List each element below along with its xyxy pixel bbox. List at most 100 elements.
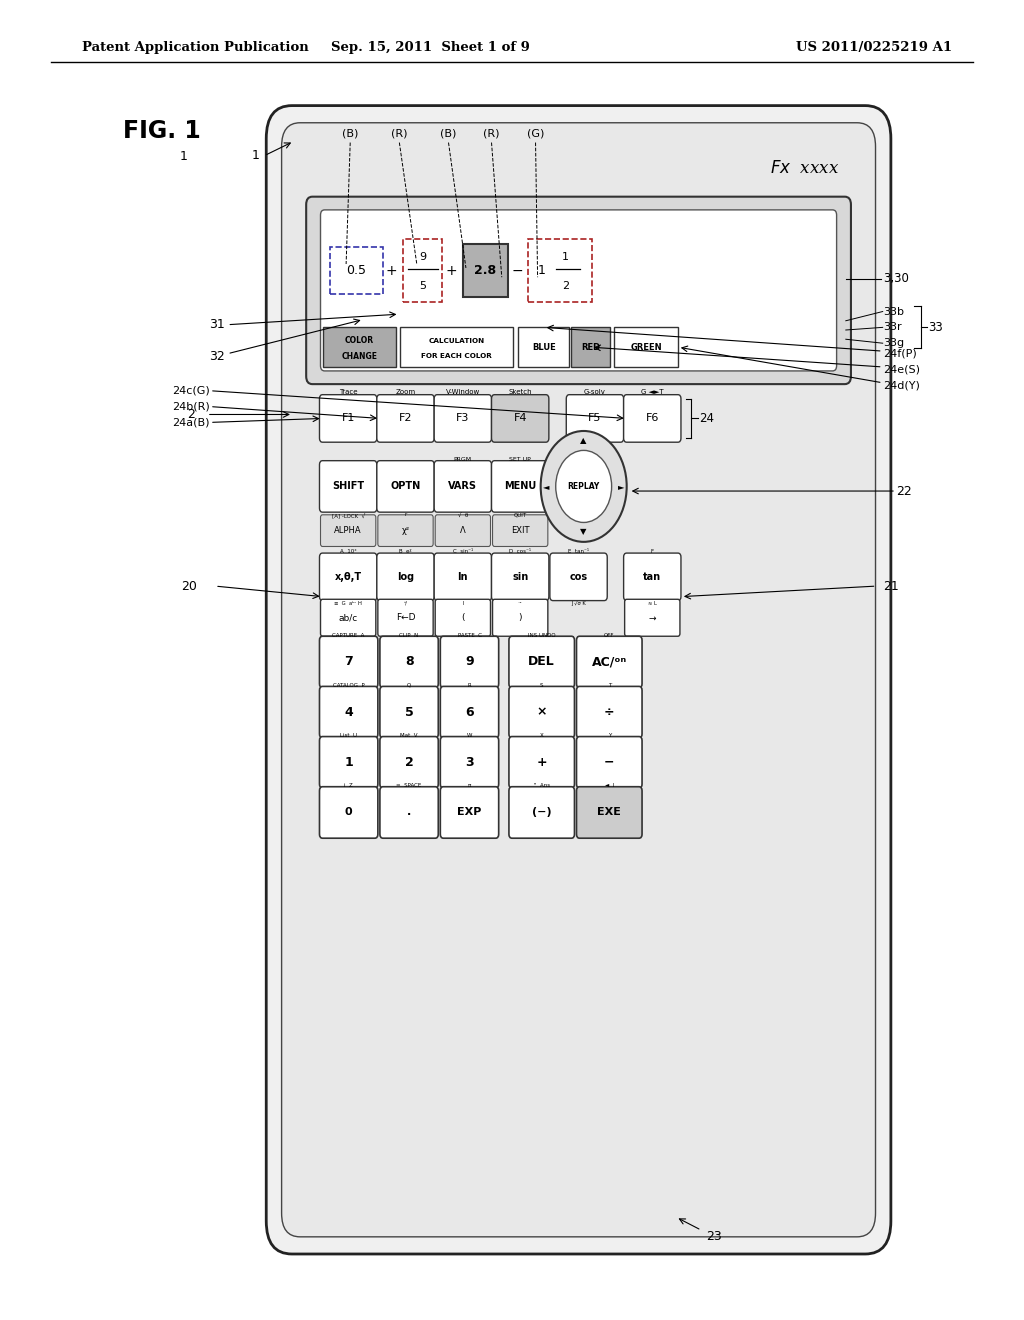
Text: 22: 22 [896,484,911,498]
Text: x,θ,T: x,θ,T [335,572,361,582]
Text: EXIT: EXIT [511,527,529,535]
Text: F: F [650,549,654,554]
Text: BLUE: BLUE [531,343,556,351]
Text: ⁻¹: ⁻¹ [518,601,522,606]
Text: 21: 21 [883,579,899,593]
Text: 33r: 33r [883,322,901,333]
Text: INS UNDO: INS UNDO [528,632,555,638]
Text: C  sin⁻¹: C sin⁻¹ [453,549,473,554]
Text: 5: 5 [404,706,414,718]
Text: 1: 1 [538,264,546,277]
Text: 32: 32 [209,350,225,363]
FancyBboxPatch shape [319,553,377,601]
Text: CATALOG  P: CATALOG P [333,682,365,688]
Text: 1: 1 [562,252,568,263]
Text: 31: 31 [209,318,225,331]
Text: 3: 3 [465,756,474,768]
Text: 3,30: 3,30 [883,272,908,285]
FancyBboxPatch shape [377,395,434,442]
Text: χ²: χ² [401,527,410,535]
FancyBboxPatch shape [380,686,438,738]
FancyBboxPatch shape [319,737,378,788]
Text: ▼: ▼ [581,527,587,536]
FancyBboxPatch shape [509,787,574,838]
Text: −: − [604,756,614,768]
Text: ab/c: ab/c [339,614,357,622]
FancyBboxPatch shape [577,787,642,838]
FancyBboxPatch shape [493,515,548,546]
Text: SHIFT: SHIFT [332,482,365,491]
Text: ◄  I: ◄ I [604,783,614,788]
Text: FIG. 1: FIG. 1 [123,119,201,143]
Bar [518,327,569,367]
Text: 24a(B): 24a(B) [172,417,210,428]
Text: (R): (R) [391,128,408,139]
Circle shape [556,450,611,523]
Text: F1: F1 [341,413,355,424]
FancyBboxPatch shape [509,636,574,688]
Text: 7: 7 [344,656,353,668]
FancyBboxPatch shape [378,599,433,636]
FancyBboxPatch shape [380,737,438,788]
Text: tan: tan [643,572,662,582]
Text: +: + [445,264,458,277]
Bar [403,239,442,302]
Text: PASTE  C: PASTE C [458,632,481,638]
Text: ³/: ³/ [403,601,408,606]
FancyBboxPatch shape [377,553,434,601]
Text: DEL: DEL [528,656,555,668]
Text: F←D: F←D [395,614,416,622]
Text: ►: ► [618,482,625,491]
Text: F3: F3 [456,413,470,424]
Text: G-solv: G-solv [584,388,606,395]
Text: G ◄►T: G ◄►T [641,388,664,395]
Text: SET UP: SET UP [509,457,531,462]
Text: (B): (B) [342,128,358,139]
Text: QUIT: QUIT [514,512,526,517]
Text: ≡  G  aᵇᶜ H: ≡ G aᵇᶜ H [334,601,362,606]
Bar [323,327,396,367]
FancyBboxPatch shape [378,515,433,546]
Text: log: log [397,572,414,582]
Text: RED: RED [582,343,600,351]
Text: Λ: Λ [460,527,466,535]
Text: 2: 2 [187,408,196,421]
Text: Y: Y [607,733,611,738]
FancyBboxPatch shape [435,515,490,546]
Text: I: I [462,601,464,606]
Text: CHANGE: CHANGE [341,352,378,360]
Text: (G): (G) [527,128,544,139]
Text: R: R [468,682,471,688]
Text: 4: 4 [344,706,353,718]
Text: 33b: 33b [883,306,904,317]
Text: D  cos⁻¹: D cos⁻¹ [509,549,531,554]
Text: [A] -LOCK  √: [A] -LOCK √ [332,512,365,517]
Text: VARS: VARS [449,482,477,491]
Text: (: ( [461,614,465,622]
Bar [330,247,383,294]
Text: EXP: EXP [458,808,481,817]
Text: OPTN: OPTN [390,482,421,491]
Text: .: . [407,808,412,817]
Text: S: S [540,682,544,688]
Text: E  tan⁻¹: E tan⁻¹ [568,549,589,554]
Text: Sketch: Sketch [508,388,532,395]
Text: 24: 24 [699,412,715,425]
Text: X: X [540,733,544,738]
Text: T: T [607,682,611,688]
FancyBboxPatch shape [625,599,680,636]
Text: A  10ˣ: A 10ˣ [340,549,356,554]
Text: +: + [537,756,547,768]
Text: COLOR: COLOR [345,337,374,345]
Text: ln: ln [458,572,468,582]
Circle shape [541,430,627,543]
Text: US 2011/0225219 A1: US 2011/0225219 A1 [797,41,952,54]
FancyBboxPatch shape [577,636,642,688]
Text: Sep. 15, 2011  Sheet 1 of 9: Sep. 15, 2011 Sheet 1 of 9 [331,41,529,54]
Text: 0: 0 [345,808,352,817]
Text: 9: 9 [465,656,474,668]
FancyBboxPatch shape [492,461,549,512]
Text: "  Ans: " Ans [534,783,550,788]
FancyBboxPatch shape [377,461,434,512]
Text: 24e(S): 24e(S) [883,364,920,375]
